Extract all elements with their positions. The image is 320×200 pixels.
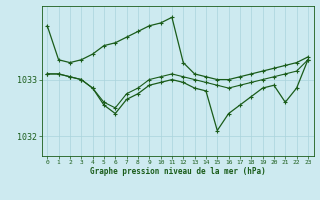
X-axis label: Graphe pression niveau de la mer (hPa): Graphe pression niveau de la mer (hPa) [90, 167, 266, 176]
